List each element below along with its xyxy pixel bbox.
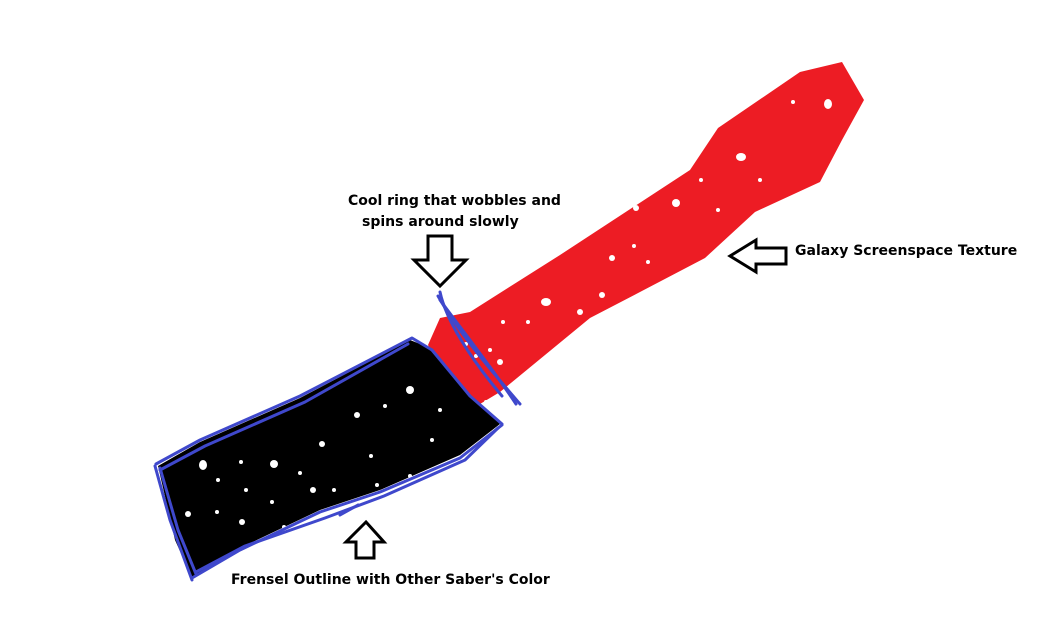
star-speck [609, 255, 615, 261]
star-speck [699, 178, 703, 182]
star-speck [310, 487, 316, 493]
left-arrow-icon [727, 237, 788, 275]
saber-hilt [158, 340, 500, 578]
star-speck [270, 500, 274, 504]
star-speck [599, 292, 605, 298]
star-speck [716, 208, 720, 212]
ring-annotation-line2: spins around slowly [362, 214, 519, 230]
star-speck [672, 199, 680, 207]
star-speck [239, 519, 245, 525]
up-arrow-icon [342, 519, 388, 560]
star-speck [383, 404, 387, 408]
star-speck [199, 460, 207, 470]
star-speck [354, 412, 360, 418]
star-speck [736, 153, 746, 161]
star-speck [791, 100, 795, 104]
star-speck [577, 309, 583, 315]
fresnel-annotation: Frensel Outline with Other Saber's Color [231, 572, 550, 588]
star-speck [484, 400, 488, 404]
star-speck [244, 488, 248, 492]
star-speck [497, 359, 503, 365]
star-speck [332, 488, 336, 492]
star-speck [408, 474, 412, 478]
star-speck [298, 471, 302, 475]
star-speck [430, 438, 434, 442]
star-speck [216, 478, 220, 482]
star-speck [824, 99, 832, 109]
star-speck [501, 320, 505, 324]
star-speck [758, 178, 762, 182]
star-speck [541, 298, 551, 306]
hilt-stars [185, 386, 442, 529]
star-speck [526, 320, 530, 324]
galaxy-annotation: Galaxy Screenspace Texture [795, 243, 1018, 259]
star-speck [646, 260, 650, 264]
star-speck [488, 348, 492, 352]
star-speck [239, 460, 243, 464]
star-speck [438, 408, 442, 412]
star-speck [633, 205, 639, 211]
ring-annotation-line1: Cool ring that wobbles and [348, 193, 561, 209]
down-arrow-icon [410, 234, 470, 289]
blade-stars [464, 99, 832, 404]
star-speck [215, 510, 219, 514]
star-speck [375, 483, 379, 487]
star-speck [319, 441, 325, 447]
star-speck [369, 454, 373, 458]
star-speck [406, 386, 414, 394]
star-speck [185, 511, 191, 517]
star-speck [270, 460, 278, 468]
star-speck [632, 244, 636, 248]
saber-blade [428, 62, 864, 410]
wobble-ring [436, 290, 522, 406]
fresnel-outline [153, 336, 504, 582]
